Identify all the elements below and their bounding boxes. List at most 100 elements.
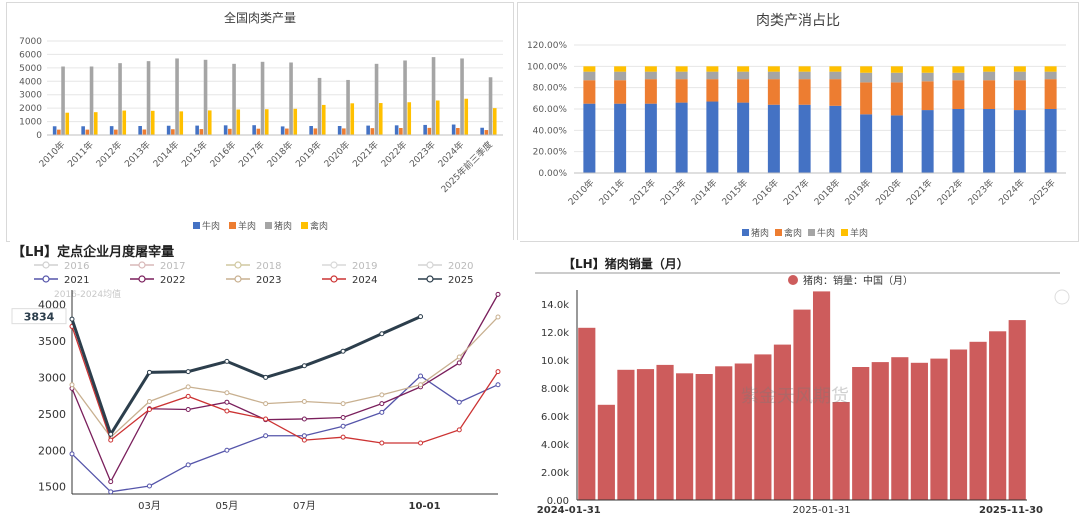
x-tick-label: 2020年 xyxy=(321,139,352,170)
y-tick-label: 0.00% xyxy=(538,169,567,179)
legend-label: 牛肉 xyxy=(817,227,835,239)
stack-segment-禽肉 xyxy=(644,79,657,104)
stack-segment-禽肉 xyxy=(983,80,996,109)
legend-swatch-羊肉 xyxy=(229,222,236,229)
bar-牛肉 xyxy=(366,125,370,135)
x-tick-label: 2021年 xyxy=(904,177,935,208)
bar-羊肉 xyxy=(484,130,489,135)
y-tick-label: 0 xyxy=(36,131,42,141)
bar-羊肉 xyxy=(228,128,232,135)
line-series-2023 xyxy=(71,316,499,439)
stack-segment-猪肉 xyxy=(737,102,750,173)
data-point-2025 xyxy=(185,369,191,375)
stack-segment-羊肉 xyxy=(890,66,903,73)
x-tick-label: 2011年 xyxy=(596,177,627,208)
bar-牛肉 xyxy=(195,125,199,135)
bar-禽肉 xyxy=(150,110,155,135)
bar-禽肉 xyxy=(492,108,497,135)
stack-segment-禽肉 xyxy=(1013,80,1026,111)
y-tick-label: 1500 xyxy=(38,481,66,494)
stack-segment-猪肉 xyxy=(644,103,657,173)
stack-segment-羊肉 xyxy=(952,66,965,73)
bar-羊肉 xyxy=(313,128,318,135)
sales-bar xyxy=(617,369,635,500)
stack-segment-牛肉 xyxy=(829,71,842,80)
stack-segment-羊肉 xyxy=(706,66,719,72)
data-point-2023 xyxy=(340,401,346,407)
data-point-2025 xyxy=(146,369,152,375)
data-point-2023 xyxy=(456,354,462,360)
y-tick-label: 100.00% xyxy=(527,62,567,72)
legend-swatch-猪肉 xyxy=(742,229,749,236)
y-tick-label: 20.00% xyxy=(533,148,568,158)
data-point-2024 xyxy=(146,406,152,412)
legend-swatch-禽肉 xyxy=(775,229,782,236)
x-tick-label: 2010年 xyxy=(565,177,596,208)
bar-猪肉 xyxy=(61,66,65,135)
watermark: 紫金天风期货 xyxy=(741,386,849,407)
data-point-2022 xyxy=(340,415,346,420)
data-point-2024 xyxy=(379,440,385,446)
bar-禽肉 xyxy=(293,108,298,135)
stack-segment-禽肉 xyxy=(860,82,873,115)
bar-猪肉 xyxy=(146,61,151,136)
stack-segment-牛肉 xyxy=(614,71,627,81)
stack-segment-牛肉 xyxy=(952,72,965,81)
bar-羊肉 xyxy=(199,129,204,135)
bar-羊肉 xyxy=(57,129,61,135)
y-tick-label: 4.00k xyxy=(541,440,569,451)
x-tick-label: 2012年 xyxy=(627,177,658,208)
y-tick-label: 2500 xyxy=(38,408,66,421)
current-value-label: 3834 xyxy=(24,311,55,324)
data-point-2023 xyxy=(495,314,501,320)
bar-禽肉 xyxy=(435,100,440,135)
stack-segment-猪肉 xyxy=(890,115,903,173)
legend-label: 2016 xyxy=(64,261,89,272)
data-point-2021 xyxy=(418,373,424,379)
legend-swatch-牛肉 xyxy=(808,229,815,236)
stack-segment-猪肉 xyxy=(675,102,688,173)
stack-segment-羊肉 xyxy=(983,66,996,72)
y-tick-label: 8.00k xyxy=(541,384,569,395)
sales-bar xyxy=(832,402,850,500)
legend-label: 猪肉 xyxy=(751,227,769,239)
legend-marker-2016 xyxy=(42,261,50,269)
stack-segment-禽肉 xyxy=(952,80,965,109)
bar-羊肉 xyxy=(285,128,289,135)
bar-牛肉 xyxy=(394,125,399,135)
sales-bar xyxy=(969,341,987,500)
x-tick-label: 2017年 xyxy=(236,139,267,170)
y-tick-label: 2000 xyxy=(19,104,42,114)
legend-swatch-羊肉 xyxy=(841,229,848,236)
data-point-2024 xyxy=(263,416,269,422)
data-point-2022 xyxy=(185,406,191,412)
data-point-2021 xyxy=(108,489,114,495)
bar-禽肉 xyxy=(179,111,184,135)
sales-bar xyxy=(656,364,674,500)
y-tick-label: 2000 xyxy=(38,444,66,457)
bar-禽肉 xyxy=(378,103,383,135)
sales-bar xyxy=(812,291,831,500)
stack-segment-禽肉 xyxy=(675,79,688,103)
pork-sales-chart-panel: 【LH】猪肉销量（月） 猪肉：销量：中国（月） 0.00 2.00k 4.00k 6.00… xyxy=(535,250,1080,518)
legend-label: 禽肉 xyxy=(310,220,328,232)
stack-segment-牛肉 xyxy=(706,71,719,80)
bar-羊肉 xyxy=(256,128,261,135)
y-tick-label: 7000 xyxy=(19,37,42,47)
x-tick-label: 2011年 xyxy=(65,139,96,170)
chart-title: 【LH】猪肉销量（月） xyxy=(563,256,689,271)
data-point-2022 xyxy=(108,479,114,485)
stack-segment-羊肉 xyxy=(583,66,596,72)
bar-猪肉 xyxy=(317,77,322,135)
legend-label: 2019 xyxy=(352,261,377,272)
x-tick-label: 2025-01-31 xyxy=(793,505,851,516)
sales-bar xyxy=(989,331,1007,500)
stack-segment-猪肉 xyxy=(952,109,965,173)
stack-segment-牛肉 xyxy=(860,72,873,83)
sales-bar xyxy=(910,362,928,500)
data-point-2021 xyxy=(185,462,191,468)
x-tick-label: 2019年 xyxy=(293,139,324,170)
stack-segment-猪肉 xyxy=(921,110,934,173)
y-tick-label: 40.00% xyxy=(533,126,568,136)
x-tick-label: 2022年 xyxy=(378,139,409,170)
